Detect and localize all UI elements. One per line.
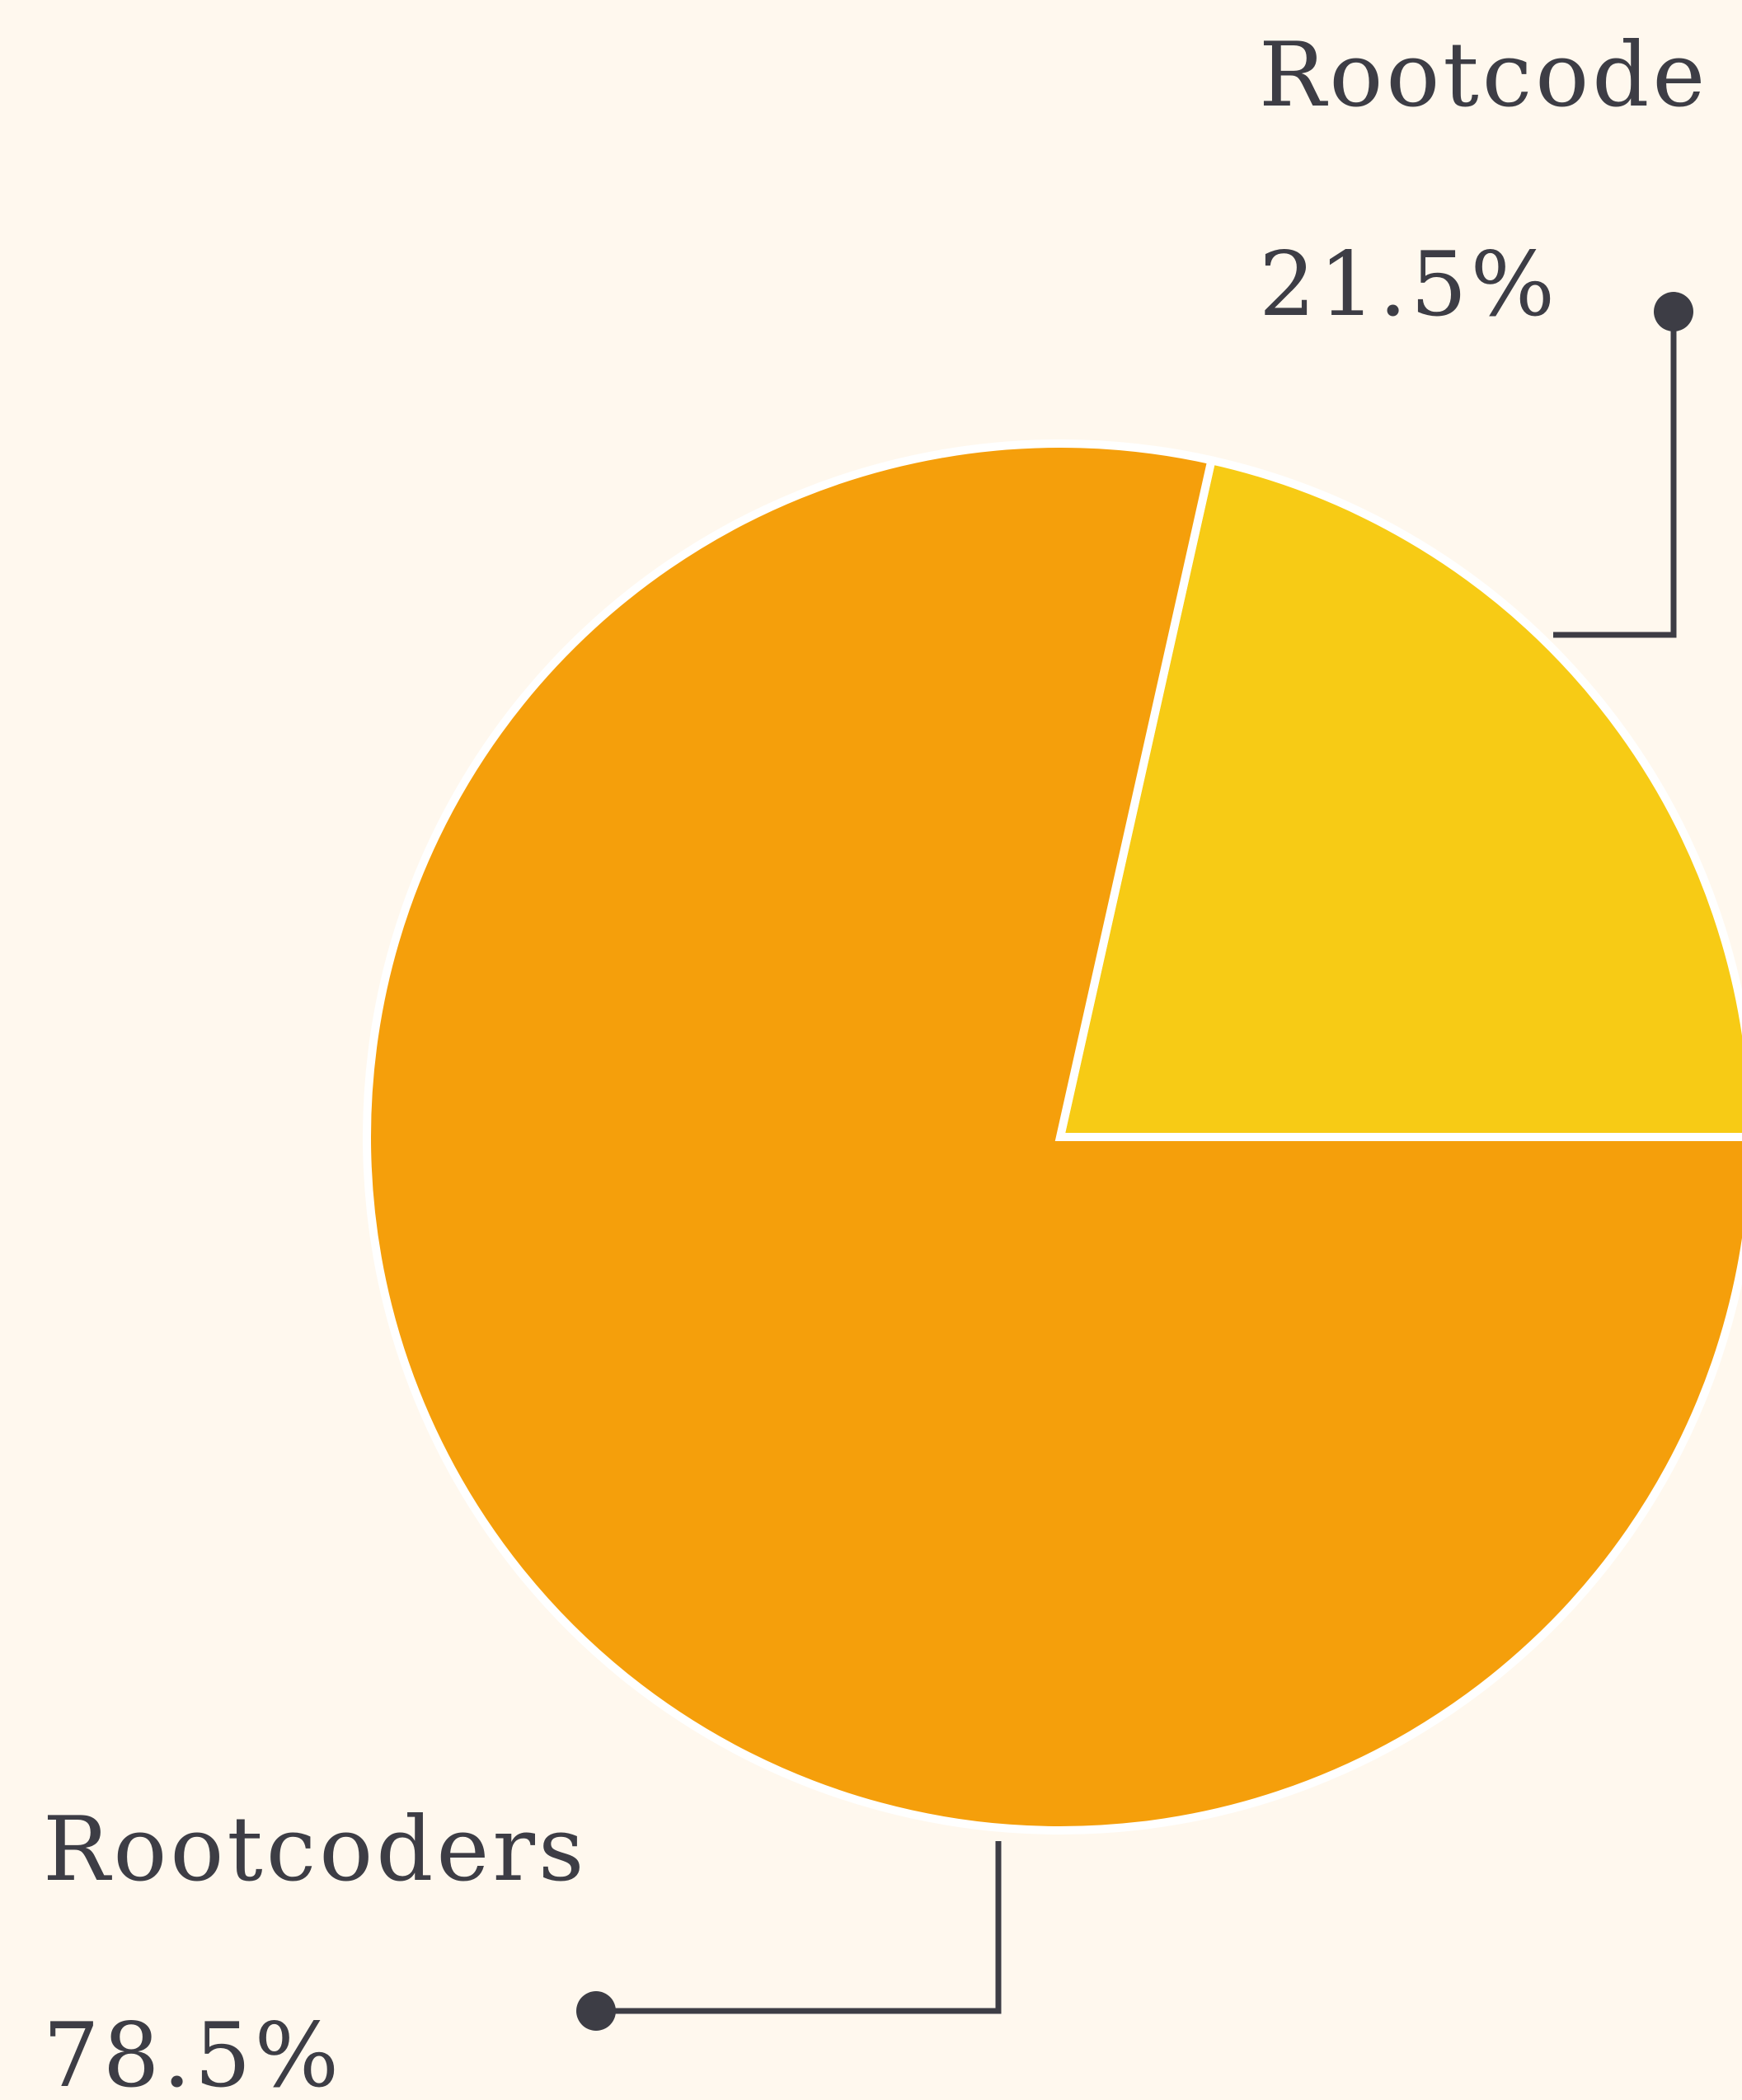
slice-value-label: 21.5%	[1259, 233, 1558, 336]
leader-dot	[1654, 292, 1693, 331]
leader-line	[1553, 312, 1677, 638]
pie	[363, 439, 1742, 1835]
slice-value-label: 78.5%	[43, 2004, 342, 2100]
pie-slice	[1054, 455, 1742, 1141]
slice-label: Rootcode	[1259, 24, 1708, 127]
slice-label: Rootcoders	[43, 1798, 587, 1901]
leader-dot	[576, 1991, 616, 2031]
leader-line	[596, 1841, 1002, 2014]
pie-slice	[363, 439, 1742, 1835]
